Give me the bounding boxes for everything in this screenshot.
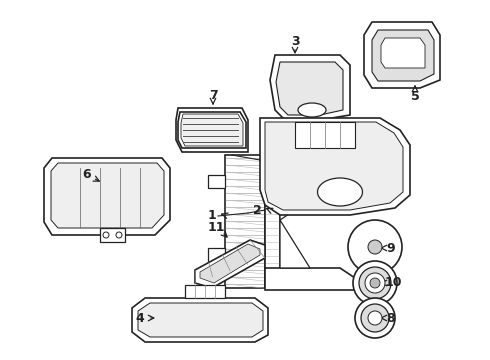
Polygon shape	[381, 38, 425, 68]
Polygon shape	[195, 240, 265, 288]
Text: 2: 2	[253, 203, 261, 216]
Text: 11: 11	[207, 220, 225, 234]
Text: 3: 3	[291, 35, 299, 48]
Polygon shape	[280, 155, 310, 220]
Circle shape	[361, 304, 389, 332]
Polygon shape	[208, 248, 225, 262]
Circle shape	[103, 232, 109, 238]
Text: 6: 6	[83, 167, 91, 180]
Text: 5: 5	[411, 90, 419, 103]
Polygon shape	[280, 220, 310, 268]
Circle shape	[348, 220, 402, 274]
Polygon shape	[265, 155, 280, 288]
Polygon shape	[295, 122, 355, 148]
Text: 1: 1	[208, 208, 217, 221]
Polygon shape	[265, 122, 403, 210]
Polygon shape	[364, 22, 440, 88]
Circle shape	[355, 298, 395, 338]
Polygon shape	[51, 163, 164, 228]
Polygon shape	[44, 158, 170, 235]
Circle shape	[116, 232, 122, 238]
Circle shape	[359, 267, 391, 299]
Circle shape	[370, 278, 380, 288]
Polygon shape	[132, 298, 268, 342]
Polygon shape	[270, 55, 350, 120]
Polygon shape	[208, 175, 225, 188]
Text: 4: 4	[136, 311, 145, 324]
Text: 7: 7	[209, 89, 218, 102]
Polygon shape	[185, 285, 225, 298]
Polygon shape	[181, 114, 243, 146]
Circle shape	[353, 261, 397, 305]
Ellipse shape	[298, 103, 326, 117]
Polygon shape	[138, 303, 263, 337]
Polygon shape	[200, 244, 260, 283]
Polygon shape	[260, 118, 410, 215]
Polygon shape	[372, 30, 434, 81]
Text: 10: 10	[384, 276, 402, 289]
Circle shape	[368, 311, 382, 325]
Polygon shape	[100, 228, 125, 242]
Polygon shape	[276, 62, 343, 115]
Text: 9: 9	[387, 242, 395, 255]
Text: 8: 8	[387, 311, 395, 324]
Ellipse shape	[318, 178, 363, 206]
Polygon shape	[265, 268, 355, 290]
Circle shape	[368, 240, 382, 254]
Circle shape	[365, 273, 385, 293]
Polygon shape	[225, 155, 265, 288]
Polygon shape	[176, 108, 248, 152]
